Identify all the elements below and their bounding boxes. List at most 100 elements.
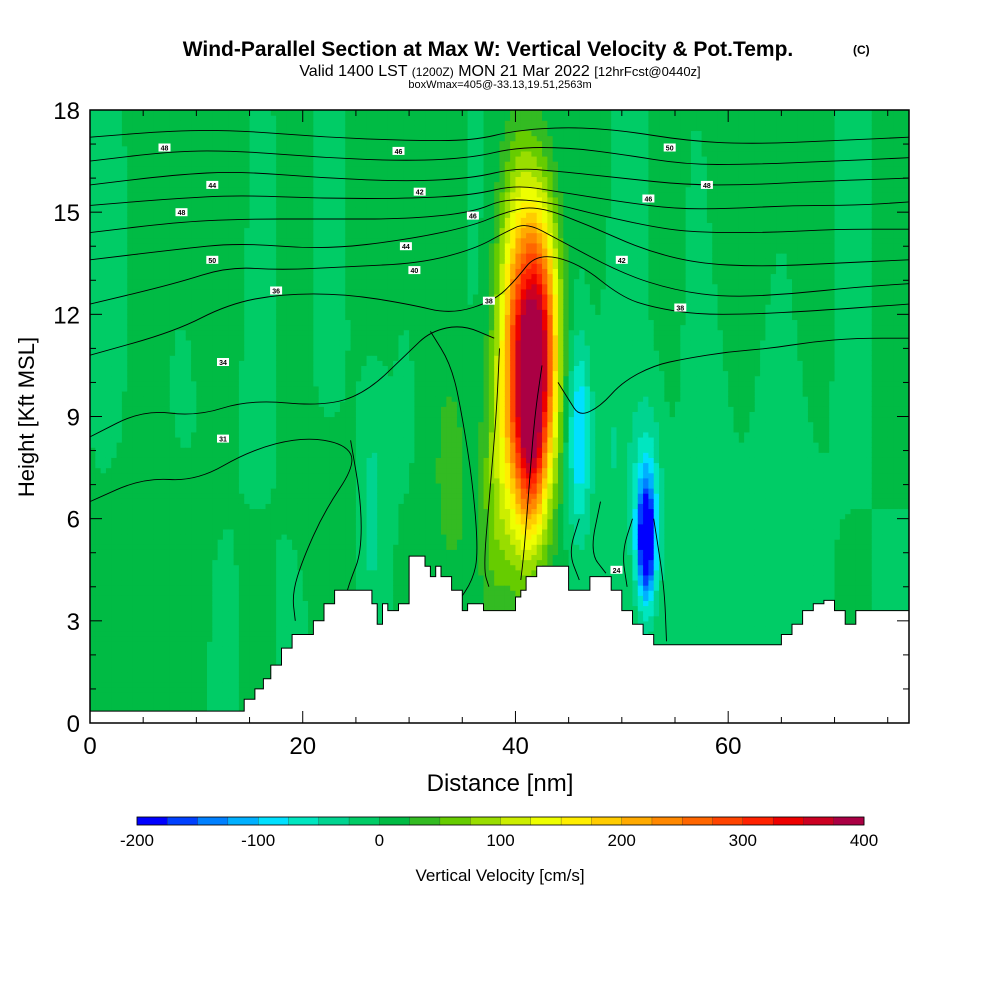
field-cell <box>228 579 235 586</box>
field-cell <box>302 115 309 121</box>
field-cell <box>233 385 240 392</box>
field-cell <box>100 590 107 596</box>
field-cell <box>180 181 187 188</box>
field-cell <box>148 181 155 188</box>
field-cell <box>228 457 235 464</box>
field-cell <box>196 636 203 642</box>
field-cell <box>265 533 272 540</box>
field-cell <box>222 549 229 556</box>
field-cell <box>159 201 166 208</box>
field-cell <box>127 421 134 428</box>
field-cell <box>217 253 224 259</box>
field-cell <box>105 314 112 321</box>
field-cell <box>228 380 235 387</box>
field-cell <box>201 380 208 387</box>
field-cell <box>137 155 144 162</box>
field-cell <box>164 390 171 397</box>
field-cell <box>217 319 224 326</box>
field-cell <box>212 488 219 494</box>
field-cell <box>260 625 267 632</box>
field-cell <box>153 462 160 469</box>
field-cell <box>308 457 314 464</box>
field-cell <box>276 344 283 351</box>
field-cell <box>111 339 118 346</box>
field-cell <box>105 207 112 213</box>
field-cell <box>196 595 203 601</box>
field-cell <box>238 227 245 234</box>
field-cell <box>238 350 245 356</box>
field-cell <box>228 528 235 535</box>
field-cell <box>137 666 144 673</box>
field-cell <box>308 447 314 453</box>
field-cell <box>254 615 261 622</box>
field-cell <box>111 232 118 239</box>
subtitle-date: MON 21 Mar 2022 <box>458 63 590 80</box>
field-cell <box>90 590 96 596</box>
field-cell <box>121 523 128 530</box>
field-cell <box>212 176 219 183</box>
field-cell <box>270 125 277 132</box>
field-cell <box>137 314 144 321</box>
field-cell <box>169 350 176 356</box>
field-cell <box>286 431 293 438</box>
field-cell <box>244 472 251 479</box>
field-cell <box>286 554 293 561</box>
field-cell <box>260 288 267 295</box>
field-cell <box>217 115 224 121</box>
field-cell <box>95 426 102 433</box>
field-cell <box>132 477 139 484</box>
field-cell <box>254 431 261 438</box>
field-cell <box>90 436 96 443</box>
field-cell <box>148 171 155 178</box>
field-cell <box>265 380 272 387</box>
field-cell <box>90 508 96 515</box>
field-cell <box>95 682 102 688</box>
field-cell <box>132 350 139 356</box>
field-cell <box>111 697 118 704</box>
field-cell <box>212 334 219 341</box>
field-cell <box>127 595 134 601</box>
field-cell <box>286 299 293 305</box>
field-cell <box>228 278 235 285</box>
field-cell <box>121 636 128 642</box>
field-cell <box>238 207 245 213</box>
field-cell <box>169 110 176 116</box>
field-cell <box>159 442 166 448</box>
field-cell <box>116 605 123 612</box>
field-cell <box>105 401 112 407</box>
field-cell <box>286 110 293 116</box>
field-cell <box>143 385 150 392</box>
field-cell <box>302 442 309 448</box>
field-cell <box>286 636 293 642</box>
field-cell <box>100 625 107 632</box>
field-cell <box>281 590 288 596</box>
field-cell <box>132 620 139 627</box>
field-cell <box>201 518 208 525</box>
field-cell <box>238 334 245 341</box>
field-cell <box>217 365 224 372</box>
field-cell <box>249 539 256 545</box>
field-cell <box>116 467 123 474</box>
field-cell <box>265 600 272 607</box>
field-cell <box>228 462 235 469</box>
field-cell <box>297 396 304 402</box>
field-cell <box>292 145 299 152</box>
field-cell <box>233 314 240 321</box>
field-cell <box>222 666 229 673</box>
field-cell <box>132 324 139 331</box>
field-cell <box>254 130 261 137</box>
field-cell <box>100 355 107 361</box>
field-cell <box>265 196 272 203</box>
field-cell <box>159 651 166 658</box>
field-cell <box>297 155 304 162</box>
field-cell <box>238 671 245 678</box>
field-cell <box>222 115 229 121</box>
field-cell <box>132 319 139 326</box>
field-cell <box>116 360 123 367</box>
field-cell <box>127 390 134 397</box>
field-cell <box>297 615 304 622</box>
field-cell <box>164 191 171 198</box>
field-cell <box>270 467 277 474</box>
field-cell <box>100 702 107 709</box>
field-cell <box>159 518 166 525</box>
